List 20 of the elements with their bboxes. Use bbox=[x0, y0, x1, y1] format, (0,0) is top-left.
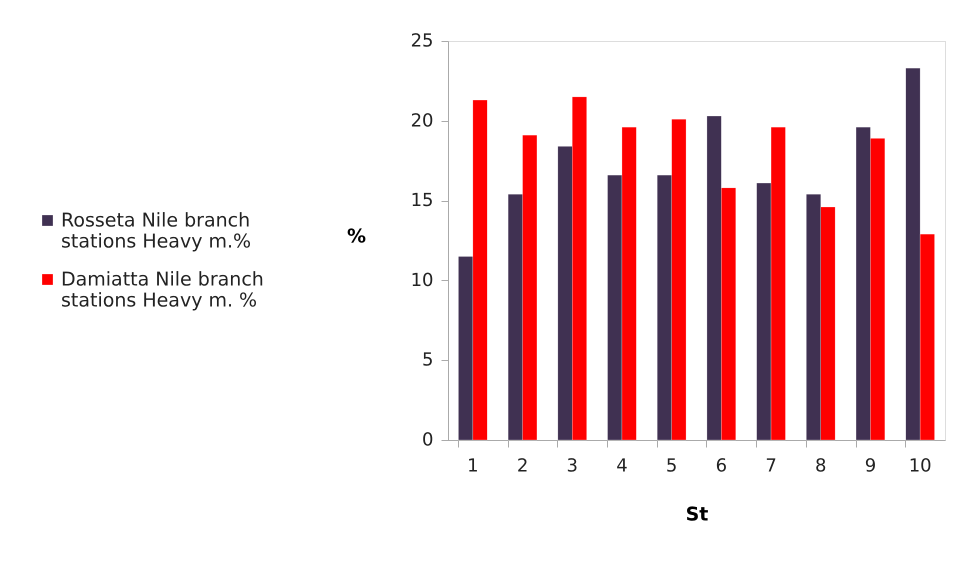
y-tick-label: 15 bbox=[410, 190, 434, 212]
y-tick-label: 0 bbox=[422, 430, 434, 450]
legend-label: Rosseta Nile branch stations Heavy m.% bbox=[61, 210, 252, 252]
y-tick-label: 20 bbox=[410, 110, 434, 132]
x-tick-label: 9 bbox=[864, 456, 876, 476]
x-tick-label: 5 bbox=[666, 456, 678, 476]
x-tick-label: 6 bbox=[716, 456, 728, 476]
y-tick-label: 25 bbox=[410, 30, 434, 52]
x-tick-label: 3 bbox=[566, 456, 578, 476]
x-axis-title: St bbox=[686, 504, 708, 526]
x-tick-label: 8 bbox=[815, 456, 826, 476]
x-tick-label: 1 bbox=[467, 456, 479, 476]
y-tick-label: 10 bbox=[410, 270, 434, 291]
y-axis-title: % bbox=[346, 226, 366, 248]
x-tick-label: 2 bbox=[516, 456, 528, 476]
legend-label: Damiatta Nile branch stations Heavy m. % bbox=[61, 268, 264, 312]
y-tick-label: 5 bbox=[422, 350, 434, 371]
x-tick-label: 4 bbox=[616, 456, 628, 476]
x-tick-label: 7 bbox=[765, 456, 777, 476]
x-tick-label: 10 bbox=[908, 456, 932, 476]
